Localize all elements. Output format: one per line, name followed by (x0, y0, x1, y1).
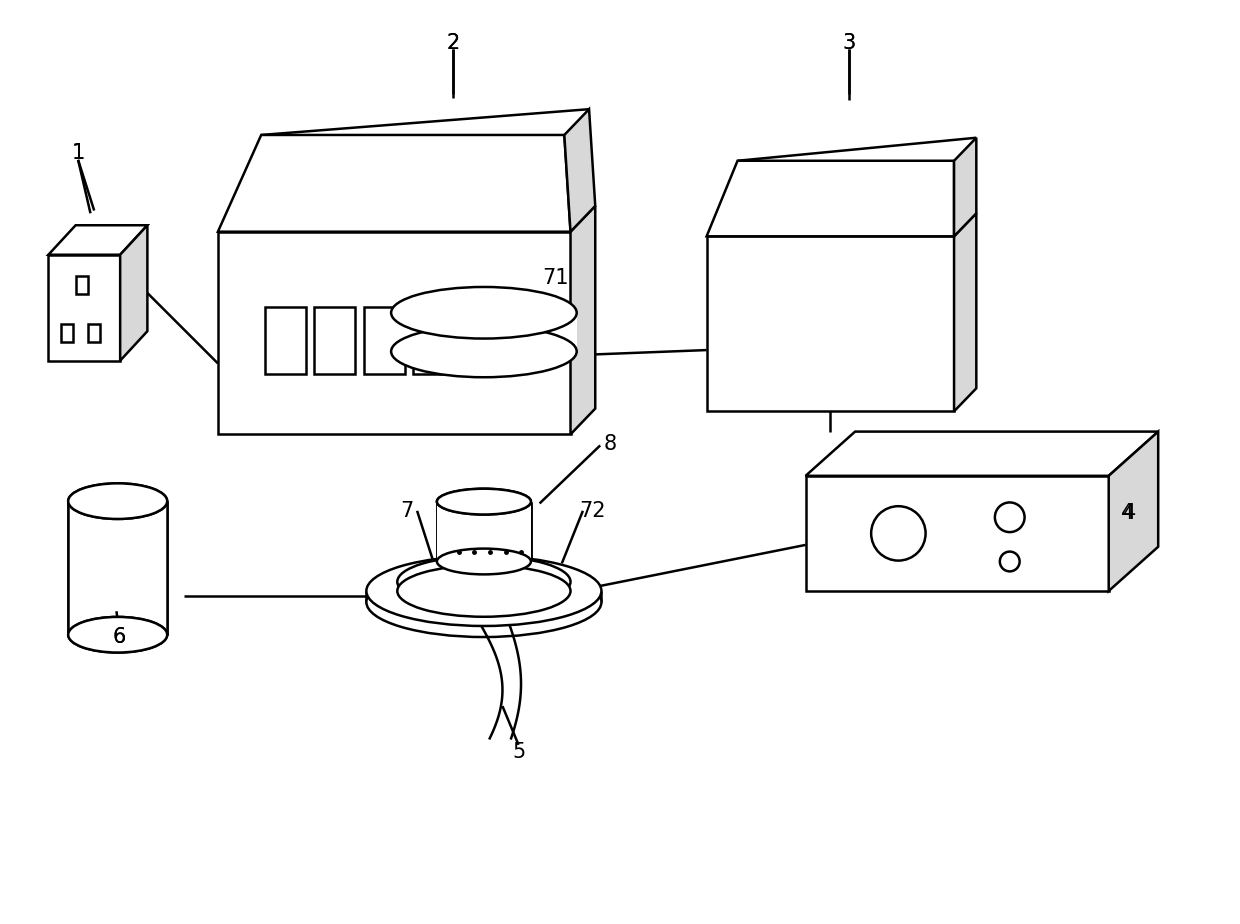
Ellipse shape (994, 503, 1024, 532)
Ellipse shape (366, 567, 601, 637)
Ellipse shape (366, 556, 601, 626)
Ellipse shape (68, 483, 167, 519)
Ellipse shape (397, 565, 570, 616)
Text: 8: 8 (604, 433, 616, 454)
Ellipse shape (872, 506, 925, 561)
Polygon shape (120, 225, 148, 360)
Polygon shape (954, 213, 976, 411)
Text: 1: 1 (72, 143, 84, 164)
Text: 4: 4 (1121, 503, 1133, 523)
Polygon shape (218, 135, 570, 232)
Bar (48, 255, 120, 360)
Text: 7: 7 (401, 501, 414, 521)
Ellipse shape (436, 549, 531, 575)
Polygon shape (564, 109, 595, 232)
Ellipse shape (397, 556, 570, 608)
Bar (806, 476, 1109, 591)
Bar (436, 502, 531, 562)
Bar (707, 237, 954, 411)
Text: 6: 6 (113, 627, 125, 647)
Polygon shape (806, 432, 1158, 476)
Text: 3: 3 (842, 33, 856, 53)
Ellipse shape (68, 483, 167, 519)
Bar (61, 323, 73, 342)
Text: 71: 71 (542, 268, 569, 287)
Bar (218, 232, 570, 434)
Ellipse shape (999, 552, 1019, 571)
Bar (391, 312, 577, 351)
Bar (265, 308, 306, 374)
Text: 6: 6 (113, 627, 125, 647)
Ellipse shape (436, 489, 531, 515)
Polygon shape (48, 225, 148, 255)
Bar (413, 308, 454, 374)
Bar (68, 501, 167, 635)
Polygon shape (954, 138, 976, 237)
Text: 2: 2 (446, 33, 460, 53)
Ellipse shape (391, 287, 577, 338)
Polygon shape (707, 161, 954, 237)
Text: 72: 72 (579, 501, 606, 521)
Ellipse shape (68, 617, 167, 652)
Text: 1: 1 (72, 143, 84, 164)
Polygon shape (1109, 432, 1158, 591)
Text: 3: 3 (842, 33, 856, 53)
Bar (76, 276, 88, 295)
Bar (315, 308, 355, 374)
Ellipse shape (391, 325, 577, 377)
Bar (363, 308, 404, 374)
Text: 2: 2 (446, 33, 460, 53)
Ellipse shape (436, 489, 531, 515)
Text: 5: 5 (512, 742, 526, 762)
Bar (88, 323, 100, 342)
Ellipse shape (68, 617, 167, 652)
Text: 4: 4 (1123, 503, 1136, 523)
Polygon shape (570, 206, 595, 434)
